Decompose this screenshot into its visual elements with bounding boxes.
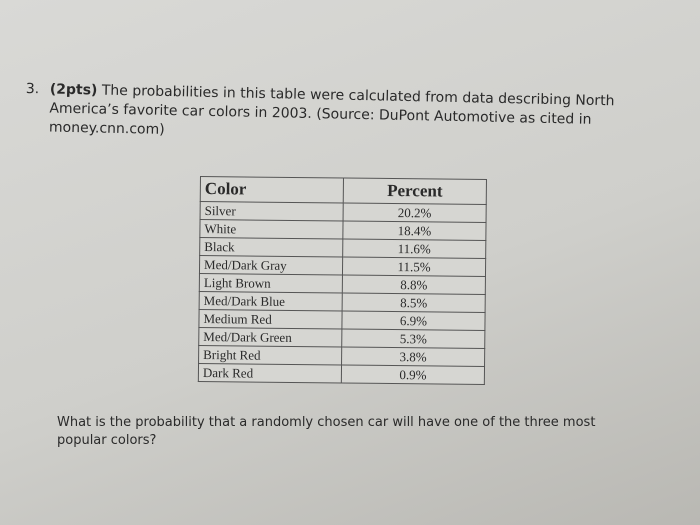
question-number: 3. <box>25 80 40 98</box>
question-text: The probabilities in this table were cal… <box>48 82 615 138</box>
header-cell: Percent <box>343 178 487 205</box>
color-table: Color Percent Silver 20.2% White 18.4% Black… <box>197 176 487 385</box>
question: 3. (2pts) The probabilities in this tabl… <box>25 80 626 150</box>
followup-question: What is the probability that a randomly … <box>57 415 596 448</box>
percent-cell: 8.8% <box>342 274 486 295</box>
color-cell: Black <box>199 237 343 257</box>
percent-cell: 20.2% <box>343 203 487 223</box>
header-row: Color Percent <box>200 176 487 205</box>
color-cell: Silver <box>200 201 344 222</box>
percent-cell: 5.3% <box>341 328 485 349</box>
color-cell: Med/Dark Green <box>198 327 342 347</box>
percent-cell: 8.5% <box>342 292 486 313</box>
percent-cell: 0.9% <box>341 364 485 385</box>
table-body: Silver 20.2% White 18.4% Black 11.6% Med/Dark … <box>198 201 487 385</box>
color-cell: Medium Red <box>198 309 343 329</box>
percent-cell: 18.4% <box>342 221 487 241</box>
percent-cell: 3.8% <box>341 346 485 367</box>
color-cell: White <box>199 219 344 239</box>
color-cell: Bright Red <box>198 345 342 365</box>
color-cell: Med/Dark Blue <box>199 291 343 311</box>
question-body: (2pts) The probabilities in this table w… <box>49 81 626 150</box>
color-cell: Light Brown <box>199 273 343 293</box>
percent-cell: 6.9% <box>341 310 486 331</box>
percent-cell: 11.5% <box>342 256 486 277</box>
header-cell: Color <box>200 176 344 204</box>
points: (2pts) <box>49 81 98 99</box>
color-cell: Dark Red <box>198 363 342 383</box>
percent-cell: 11.6% <box>342 238 486 259</box>
color-cell: Med/Dark Gray <box>199 255 343 275</box>
table-row: Dark Red 0.9% <box>198 363 485 385</box>
